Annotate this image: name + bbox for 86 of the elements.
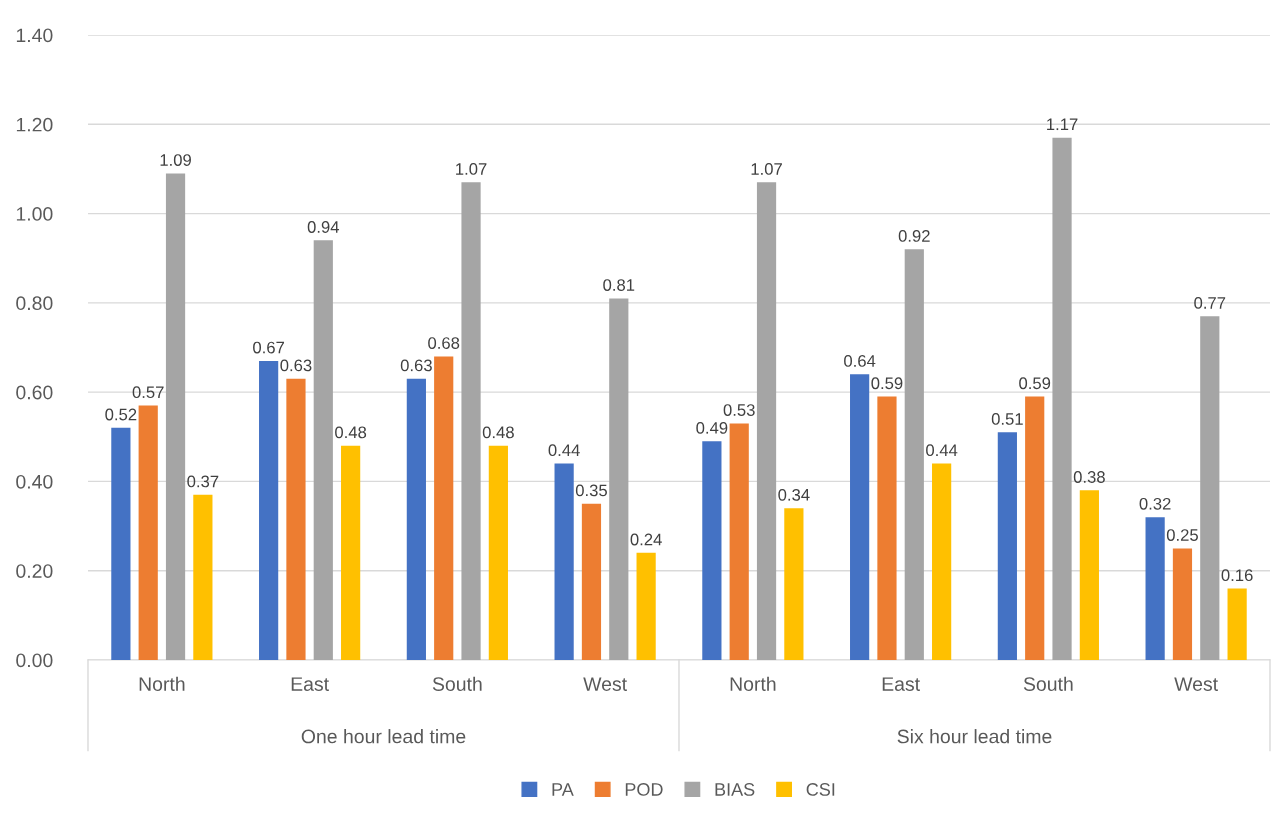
bar (461, 182, 481, 660)
bar (406, 378, 426, 660)
x-tick-label: South (1023, 676, 1073, 691)
x-tick-label: West (1174, 677, 1218, 691)
bar (702, 441, 722, 660)
data-label: 1.07 (751, 163, 782, 175)
legend-label: BIAS (715, 783, 755, 796)
bar (313, 240, 333, 660)
bar (904, 249, 924, 660)
bar (1227, 588, 1247, 660)
bar (259, 360, 279, 660)
y-tick-label: 0.80 (16, 296, 53, 311)
data-label: 1.09 (160, 154, 191, 166)
data-label: 0.35 (575, 484, 607, 497)
x-tick-label: South (432, 676, 482, 691)
data-label: 0.94 (307, 221, 340, 233)
bar (286, 378, 306, 660)
data-label: 0.25 (1166, 529, 1198, 541)
data-label: 0.52 (105, 408, 137, 421)
y-tick-label: 1.20 (16, 117, 53, 132)
data-label: 0.37 (187, 475, 219, 488)
bar (784, 508, 804, 660)
x-tick-label: North (730, 676, 776, 691)
data-label: 0.16 (1221, 569, 1253, 582)
y-tick-label: 0.00 (16, 653, 53, 668)
legend-label: CSI (806, 783, 835, 796)
data-label: 0.63 (280, 359, 312, 372)
x-tick-label: East (291, 677, 329, 691)
data-label: 0.49 (696, 421, 728, 434)
y-tick-label: 0.20 (16, 564, 53, 578)
legend-label: POD (625, 783, 663, 796)
bar (581, 503, 602, 660)
bar (877, 396, 897, 660)
bar (609, 298, 629, 660)
bar (932, 463, 952, 660)
data-label: 0.48 (335, 426, 367, 439)
y-tick-label: 0.40 (16, 474, 53, 489)
bar (165, 173, 186, 660)
data-label: 0.68 (428, 337, 460, 349)
data-label: 0.32 (1139, 497, 1171, 510)
text: One hour lead time (301, 729, 466, 744)
x-tick-label: West (583, 677, 627, 691)
bar (554, 463, 574, 660)
data-label: 0.67 (253, 341, 285, 354)
bar (1172, 548, 1193, 660)
bar (1145, 517, 1165, 660)
bar (138, 405, 158, 660)
data-label: 0.81 (603, 279, 635, 291)
bar (729, 423, 749, 660)
data-label: 0.51 (991, 413, 1023, 425)
data-label: 0.44 (548, 444, 580, 457)
bar (1079, 490, 1099, 660)
legend-label: PA (552, 783, 574, 796)
bar (1200, 316, 1220, 660)
data-label: 0.59 (1019, 377, 1051, 390)
data-label: 0.77 (1194, 296, 1226, 309)
y-tick-label: 1.40 (16, 28, 53, 43)
bar (488, 445, 508, 660)
data-label: 0.63 (400, 359, 432, 372)
data-label: 0.24 (630, 533, 662, 546)
bar (756, 182, 777, 660)
bar (193, 494, 213, 660)
data-label: 1.17 (1047, 118, 1078, 131)
y-tick-label: 1.00 (16, 207, 53, 221)
bar (111, 427, 131, 660)
bar (1052, 137, 1072, 660)
bar (1025, 396, 1045, 660)
bar (997, 432, 1017, 660)
bar (341, 445, 361, 660)
bar (636, 552, 656, 660)
data-label: 0.59 (871, 377, 903, 390)
data-label: 0.38 (1073, 471, 1105, 483)
text: Six hour lead time (897, 729, 1052, 744)
data-label: 0.34 (778, 488, 810, 501)
x-tick-label: North (139, 676, 185, 691)
y-tick-label: 0.60 (16, 385, 53, 400)
bar (850, 374, 870, 660)
data-label: 0.53 (723, 404, 755, 416)
data-label: 0.64 (844, 355, 876, 367)
data-label: 0.57 (132, 386, 164, 399)
bar (434, 356, 454, 660)
data-label: 0.48 (482, 426, 514, 439)
data-label: 0.92 (898, 230, 930, 242)
data-label: 0.44 (926, 444, 958, 457)
data-label: 1.07 (456, 163, 487, 175)
x-tick-label: East (882, 677, 920, 691)
